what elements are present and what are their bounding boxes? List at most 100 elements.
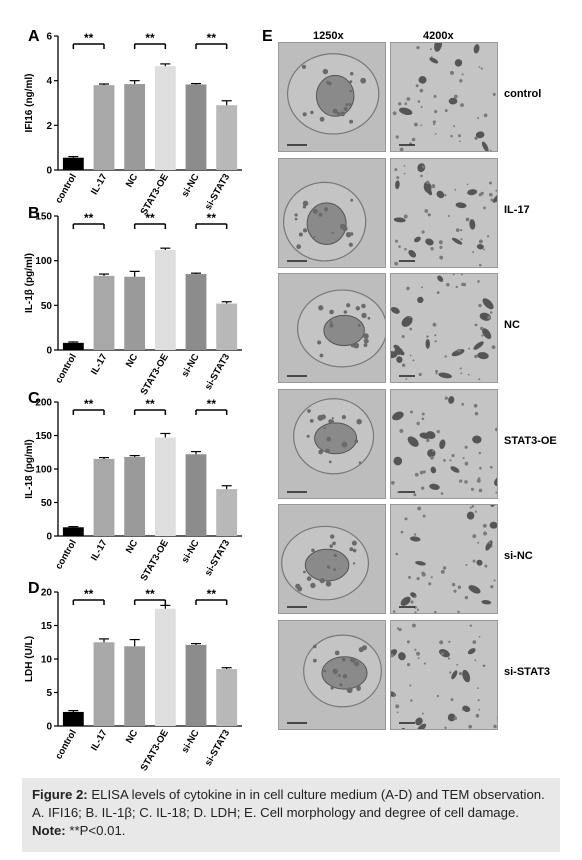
tem-image-1250x-stat3-oe bbox=[278, 388, 386, 499]
organelle-dot bbox=[325, 581, 332, 587]
organelle-dot bbox=[307, 408, 311, 413]
granule bbox=[411, 623, 416, 628]
tem-image-4200x-si-stat3 bbox=[390, 619, 498, 730]
mitochondrion bbox=[467, 647, 476, 654]
cell-nucleus bbox=[321, 655, 368, 690]
tem-row-label-nc: NC bbox=[504, 319, 520, 331]
y-tick-label: 150 bbox=[35, 431, 52, 442]
organelle-dot bbox=[303, 570, 306, 574]
organelle-dot bbox=[362, 333, 369, 340]
organelle-dot bbox=[332, 668, 338, 674]
cytoplasm-field bbox=[391, 158, 497, 267]
granule bbox=[447, 656, 451, 660]
granule bbox=[398, 244, 401, 248]
granule bbox=[478, 303, 482, 308]
granule bbox=[453, 125, 456, 128]
granule bbox=[444, 397, 447, 400]
tem-image-1250x-nc bbox=[278, 273, 386, 383]
organelle-dot bbox=[349, 547, 354, 552]
mitochondrion bbox=[439, 438, 446, 449]
x-tick-label: NC bbox=[124, 538, 140, 556]
tem-row-label-si-nc: si-NC bbox=[504, 550, 533, 562]
granule bbox=[431, 183, 436, 188]
mitochondrion bbox=[409, 536, 421, 542]
granule bbox=[436, 429, 440, 433]
granule bbox=[394, 261, 399, 265]
granule bbox=[450, 697, 454, 701]
granule bbox=[455, 227, 460, 232]
granule bbox=[480, 326, 484, 331]
organelle-dot bbox=[302, 112, 307, 117]
organelle-dot bbox=[337, 673, 341, 677]
bar-nc bbox=[124, 84, 146, 170]
organelle-dot bbox=[312, 658, 317, 663]
mitochondrion bbox=[425, 338, 431, 349]
granule bbox=[462, 456, 465, 459]
x-tick-label: STAT3-OE bbox=[139, 352, 171, 397]
granule bbox=[430, 56, 433, 58]
organelle-dot bbox=[319, 116, 325, 122]
granule bbox=[481, 334, 484, 337]
x-tick-label: IL-17 bbox=[89, 352, 110, 377]
bar-si-stat3 bbox=[216, 105, 238, 170]
granule bbox=[433, 94, 437, 98]
organelle-dot bbox=[319, 353, 324, 358]
x-tick-label: IL-17 bbox=[89, 728, 110, 753]
granule bbox=[420, 124, 423, 127]
mitochondrion bbox=[395, 179, 400, 189]
granule bbox=[489, 311, 493, 314]
organelle-dot bbox=[326, 565, 331, 569]
granule bbox=[478, 708, 481, 711]
granule bbox=[469, 623, 472, 627]
granule bbox=[421, 412, 425, 416]
y-tick-label: 15 bbox=[41, 621, 53, 632]
mitochondrion bbox=[450, 465, 460, 473]
bar-il-17 bbox=[93, 458, 115, 536]
granule bbox=[462, 282, 467, 287]
organelle-dot bbox=[358, 460, 362, 464]
mitochondrion bbox=[408, 249, 417, 257]
mitochondrion bbox=[394, 347, 403, 355]
organelle-dot bbox=[348, 242, 353, 247]
figure-caption: Figure 2: ELISA levels of cytokine in in… bbox=[22, 778, 560, 852]
organelle-dot bbox=[343, 310, 348, 314]
granule bbox=[460, 228, 463, 231]
mitochondrion bbox=[451, 349, 465, 357]
y-tick-label: 10 bbox=[41, 655, 53, 666]
granule bbox=[430, 246, 434, 250]
bar-stat3-oe bbox=[154, 437, 176, 536]
granule bbox=[452, 274, 455, 276]
granule bbox=[449, 670, 452, 674]
caption-label: Figure 2: bbox=[32, 787, 88, 802]
granule bbox=[451, 453, 455, 457]
x-tick-label: IL-17 bbox=[89, 538, 110, 563]
tem-image-1250x-si-stat3 bbox=[278, 619, 386, 730]
cell-nucleus bbox=[304, 548, 350, 582]
granule bbox=[417, 656, 420, 659]
granule bbox=[495, 427, 497, 431]
granule bbox=[477, 698, 480, 701]
granule bbox=[435, 369, 439, 373]
granule bbox=[475, 713, 480, 718]
il1b-bar-chart: IL-1β (pg/ml) 0 50 100 150 control IL-17 NCSTAT… bbox=[24, 211, 242, 397]
granule bbox=[470, 487, 475, 491]
organelle-dot bbox=[296, 243, 302, 249]
granule bbox=[434, 110, 438, 114]
organelle-dot bbox=[349, 80, 353, 84]
organelle-dot bbox=[348, 688, 353, 693]
y-tick-label: 150 bbox=[35, 212, 52, 223]
organelle-dot bbox=[363, 343, 368, 348]
granule bbox=[416, 45, 420, 50]
granule bbox=[413, 122, 418, 127]
granule bbox=[491, 345, 496, 350]
granule bbox=[444, 109, 448, 113]
x-tick-label: si-STAT3 bbox=[203, 352, 232, 392]
mitochondrion bbox=[391, 350, 398, 359]
organelle-dot bbox=[361, 644, 368, 650]
granule bbox=[489, 465, 493, 468]
y-tick-label: 50 bbox=[41, 301, 53, 312]
granule bbox=[472, 250, 475, 253]
granule bbox=[476, 478, 481, 483]
organelle-dot bbox=[329, 418, 335, 424]
tem-image-4200x-nc bbox=[390, 273, 498, 383]
